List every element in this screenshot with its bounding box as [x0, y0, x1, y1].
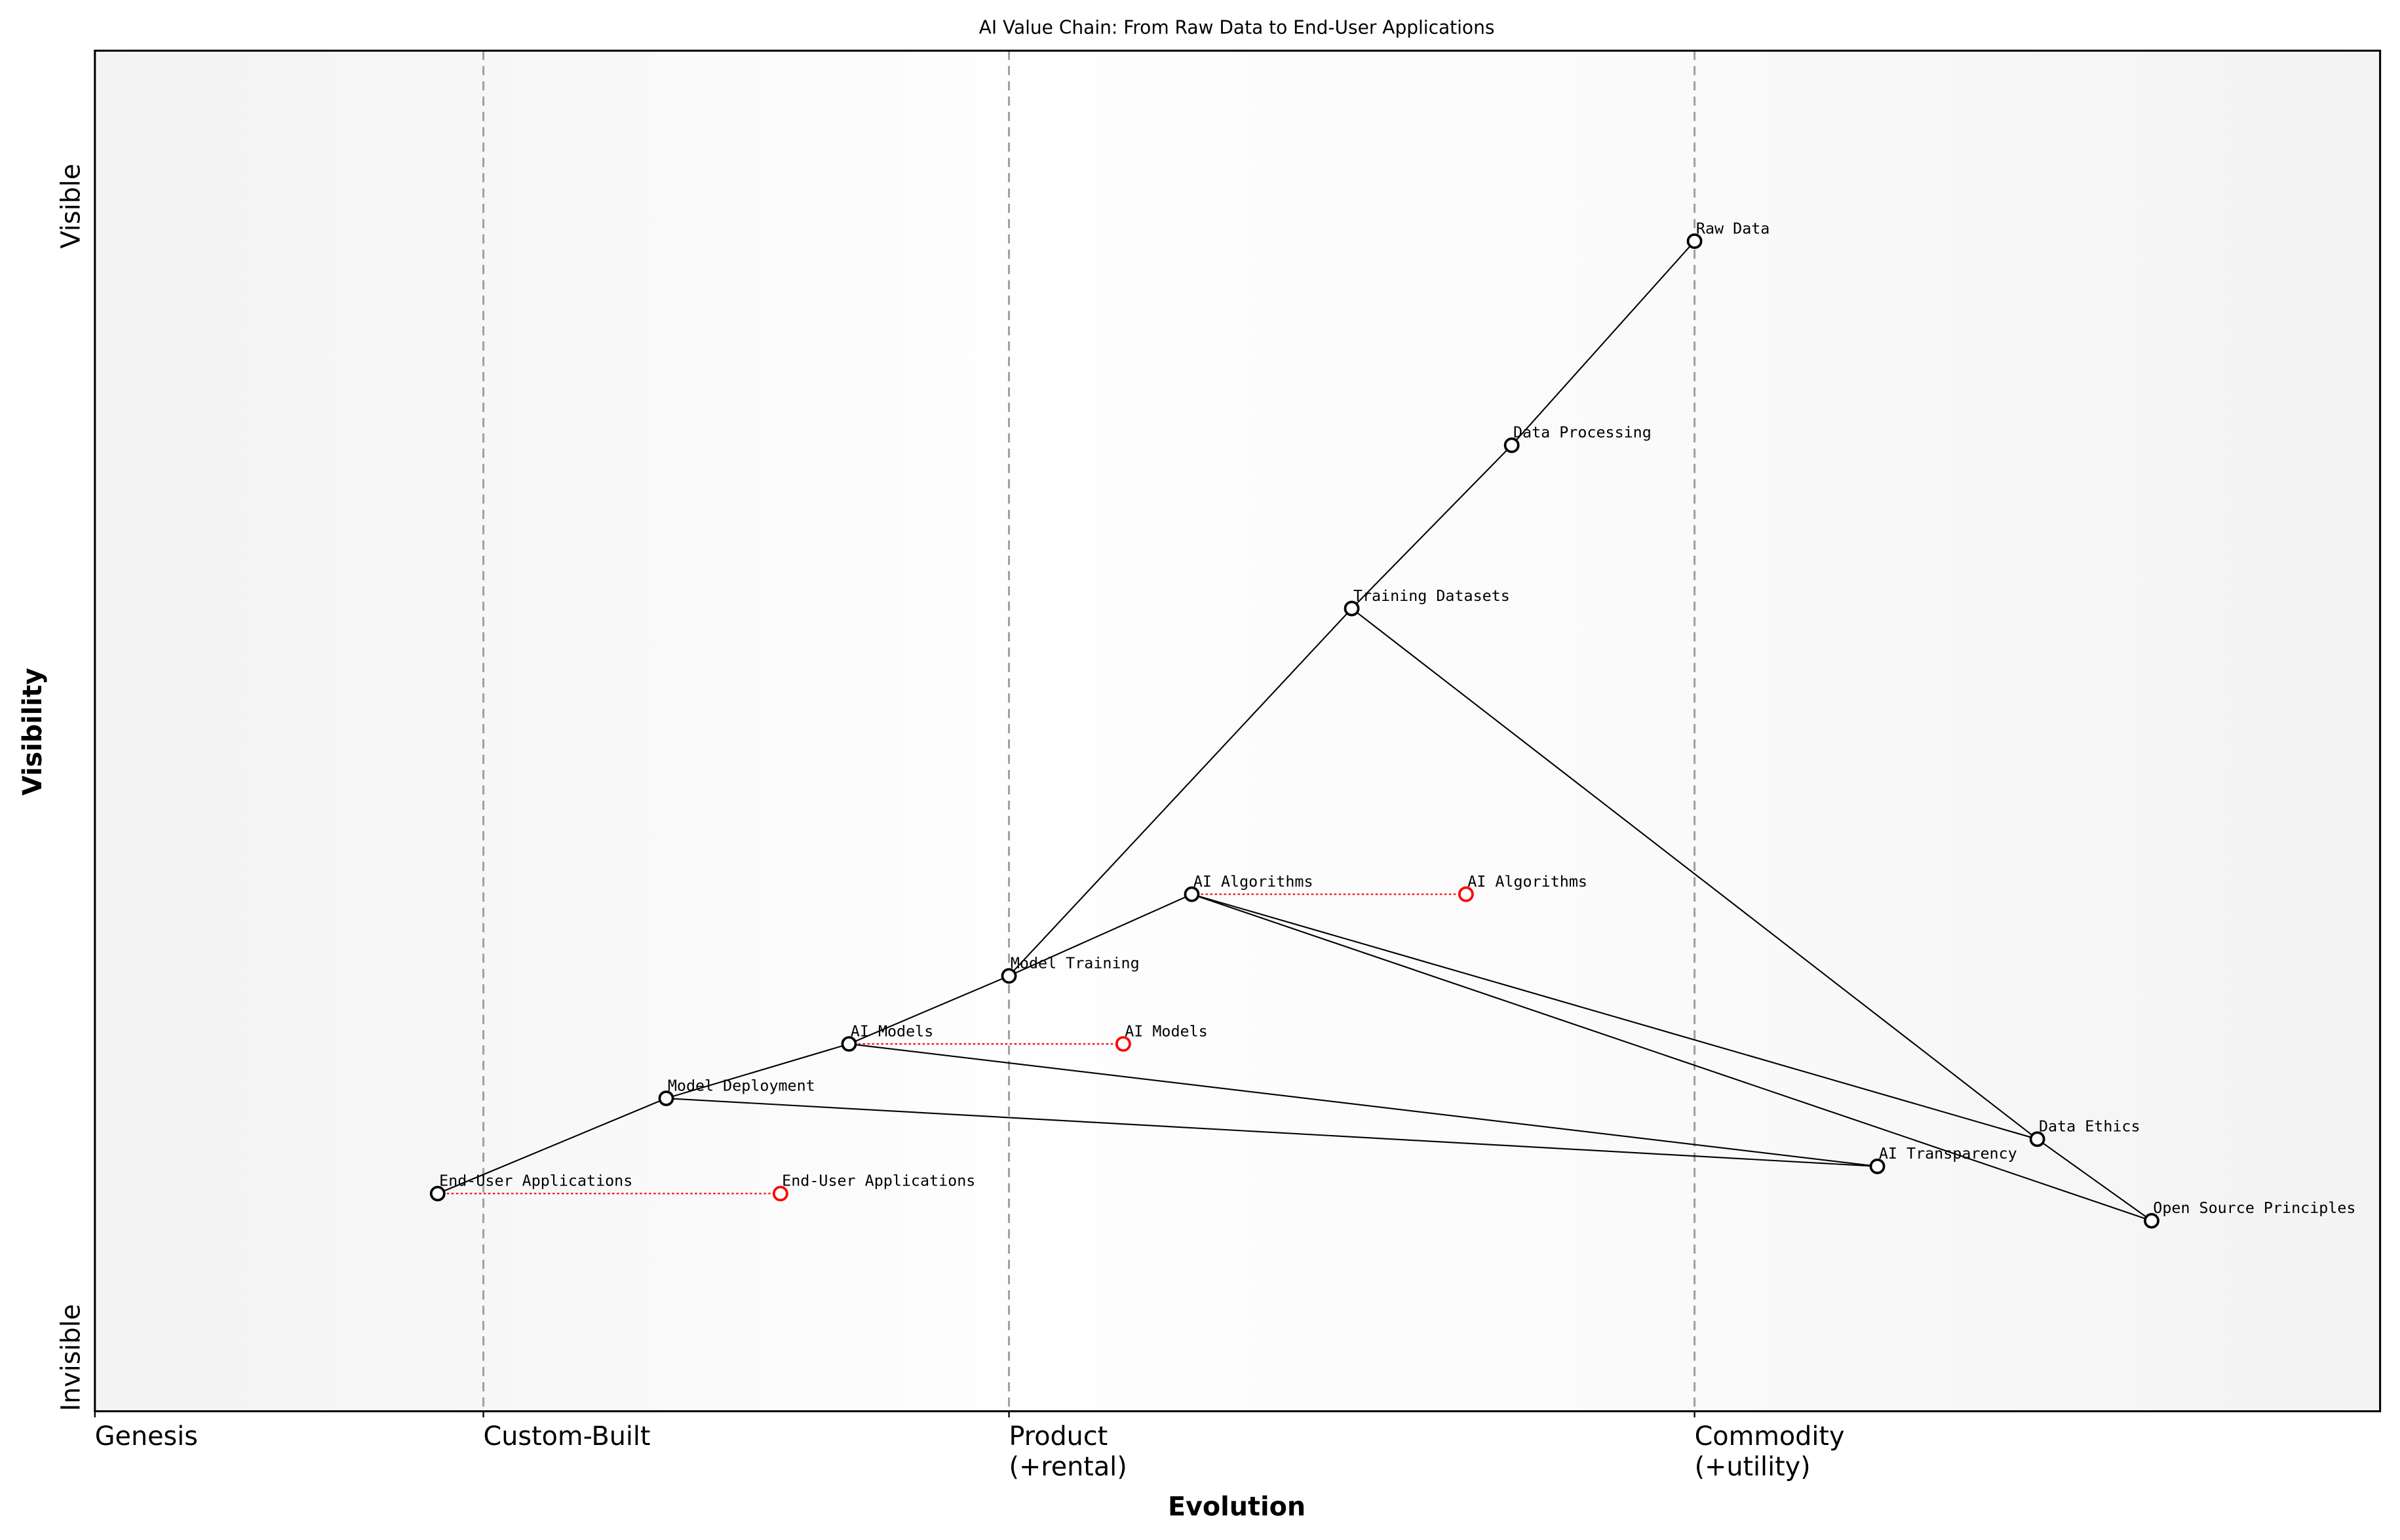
component-point-ai-transparency	[1869, 1158, 1886, 1174]
component-point-training-datasets	[1344, 600, 1360, 617]
component-point-ai-algorithms	[1184, 886, 1200, 902]
link-ai-algorithms-to-open-source-principles	[1191, 893, 2152, 1222]
link-ai-models-to-model-training	[849, 975, 1009, 1045]
component-point-data-processing	[1503, 437, 1520, 453]
link-training-datasets-to-data-processing	[1351, 444, 1513, 609]
x-tick-label-line: Product	[1009, 1421, 1108, 1452]
x-tick-label-line: (+utility)	[1695, 1452, 1811, 1482]
plot-frame	[94, 49, 2382, 1413]
y-axis-label: Visibility	[18, 668, 48, 796]
component-point-model-training	[1001, 968, 1017, 984]
x-tick-label-custom-built: Custom-Built	[484, 1421, 651, 1452]
component-point-raw-data	[1686, 233, 1703, 249]
evolved-point-end-user-applications	[772, 1185, 788, 1202]
component-label-ai-transparency: AI Transparency	[1879, 1144, 2017, 1163]
link-training-datasets-to-data-ethics	[1351, 607, 2038, 1140]
link-end-user-applications-to-model-deployment	[437, 1098, 667, 1195]
component-label-training-datasets: Training Datasets	[1353, 587, 1510, 605]
x-tick-label-line: Commodity	[1695, 1421, 1845, 1452]
x-axis-label: Evolution	[1168, 1492, 1306, 1522]
component-point-end-user-applications	[429, 1185, 446, 1202]
x-tick-label-product-rental: Product (+rental)	[1009, 1421, 1127, 1482]
component-point-model-deployment	[658, 1090, 674, 1106]
x-tick-label-line: (+rental)	[1009, 1452, 1127, 1482]
link-model-deployment-to-ai-models	[666, 1043, 849, 1100]
chart-title: AI Value Chain: From Raw Data to End-Use…	[979, 17, 1495, 39]
x-tick-label-commodity-utility: Commodity (+utility)	[1695, 1421, 1845, 1482]
link-model-training-to-training-datasets	[1008, 607, 1353, 976]
component-point-data-ethics	[2029, 1131, 2045, 1147]
evolved-point-ai-algorithms	[1458, 886, 1474, 902]
component-point-ai-models	[841, 1036, 857, 1052]
link-model-deployment-to-ai-transparency	[666, 1097, 1878, 1167]
y-tick-label-invisible: Invisible	[56, 1304, 86, 1412]
evolved-point-ai-models	[1115, 1036, 1131, 1052]
component-label-model-deployment: Model Deployment	[668, 1076, 815, 1094]
component-label-open-source-principles: Open Source Principles	[2153, 1199, 2355, 1217]
evolved-label-ai-algorithms: AI Algorithms	[1467, 872, 1587, 891]
evolved-label-ai-models: AI Models	[1125, 1022, 1207, 1040]
link-model-training-to-ai-algorithms	[1009, 893, 1192, 977]
component-label-raw-data: Raw Data	[1696, 219, 1770, 237]
component-point-open-source-principles	[2144, 1212, 2159, 1229]
component-label-ai-models: AI Models	[851, 1022, 934, 1040]
component-label-model-training: Model Training	[1011, 953, 1140, 972]
x-tick-label-genesis: Genesis	[95, 1421, 198, 1452]
component-label-data-ethics: Data Ethics	[2039, 1117, 2140, 1136]
link-ai-models-to-ai-transparency	[849, 1043, 1878, 1167]
x-tick-label-line: Custom-Built	[484, 1421, 651, 1452]
component-label-ai-algorithms: AI Algorithms	[1193, 872, 1313, 891]
x-tick-label-line: Genesis	[95, 1421, 198, 1452]
link-ai-algorithms-to-data-ethics	[1191, 893, 2038, 1140]
link-data-ethics-to-open-source-principles	[2037, 1138, 2152, 1222]
link-data-processing-to-raw-data	[1511, 241, 1695, 446]
component-label-end-user-applications: End-User Applications	[439, 1172, 632, 1190]
evolved-label-end-user-applications: End-User Applications	[782, 1172, 975, 1190]
y-tick-label-visible: Visible	[56, 164, 86, 249]
component-label-data-processing: Data Processing	[1513, 423, 1652, 442]
